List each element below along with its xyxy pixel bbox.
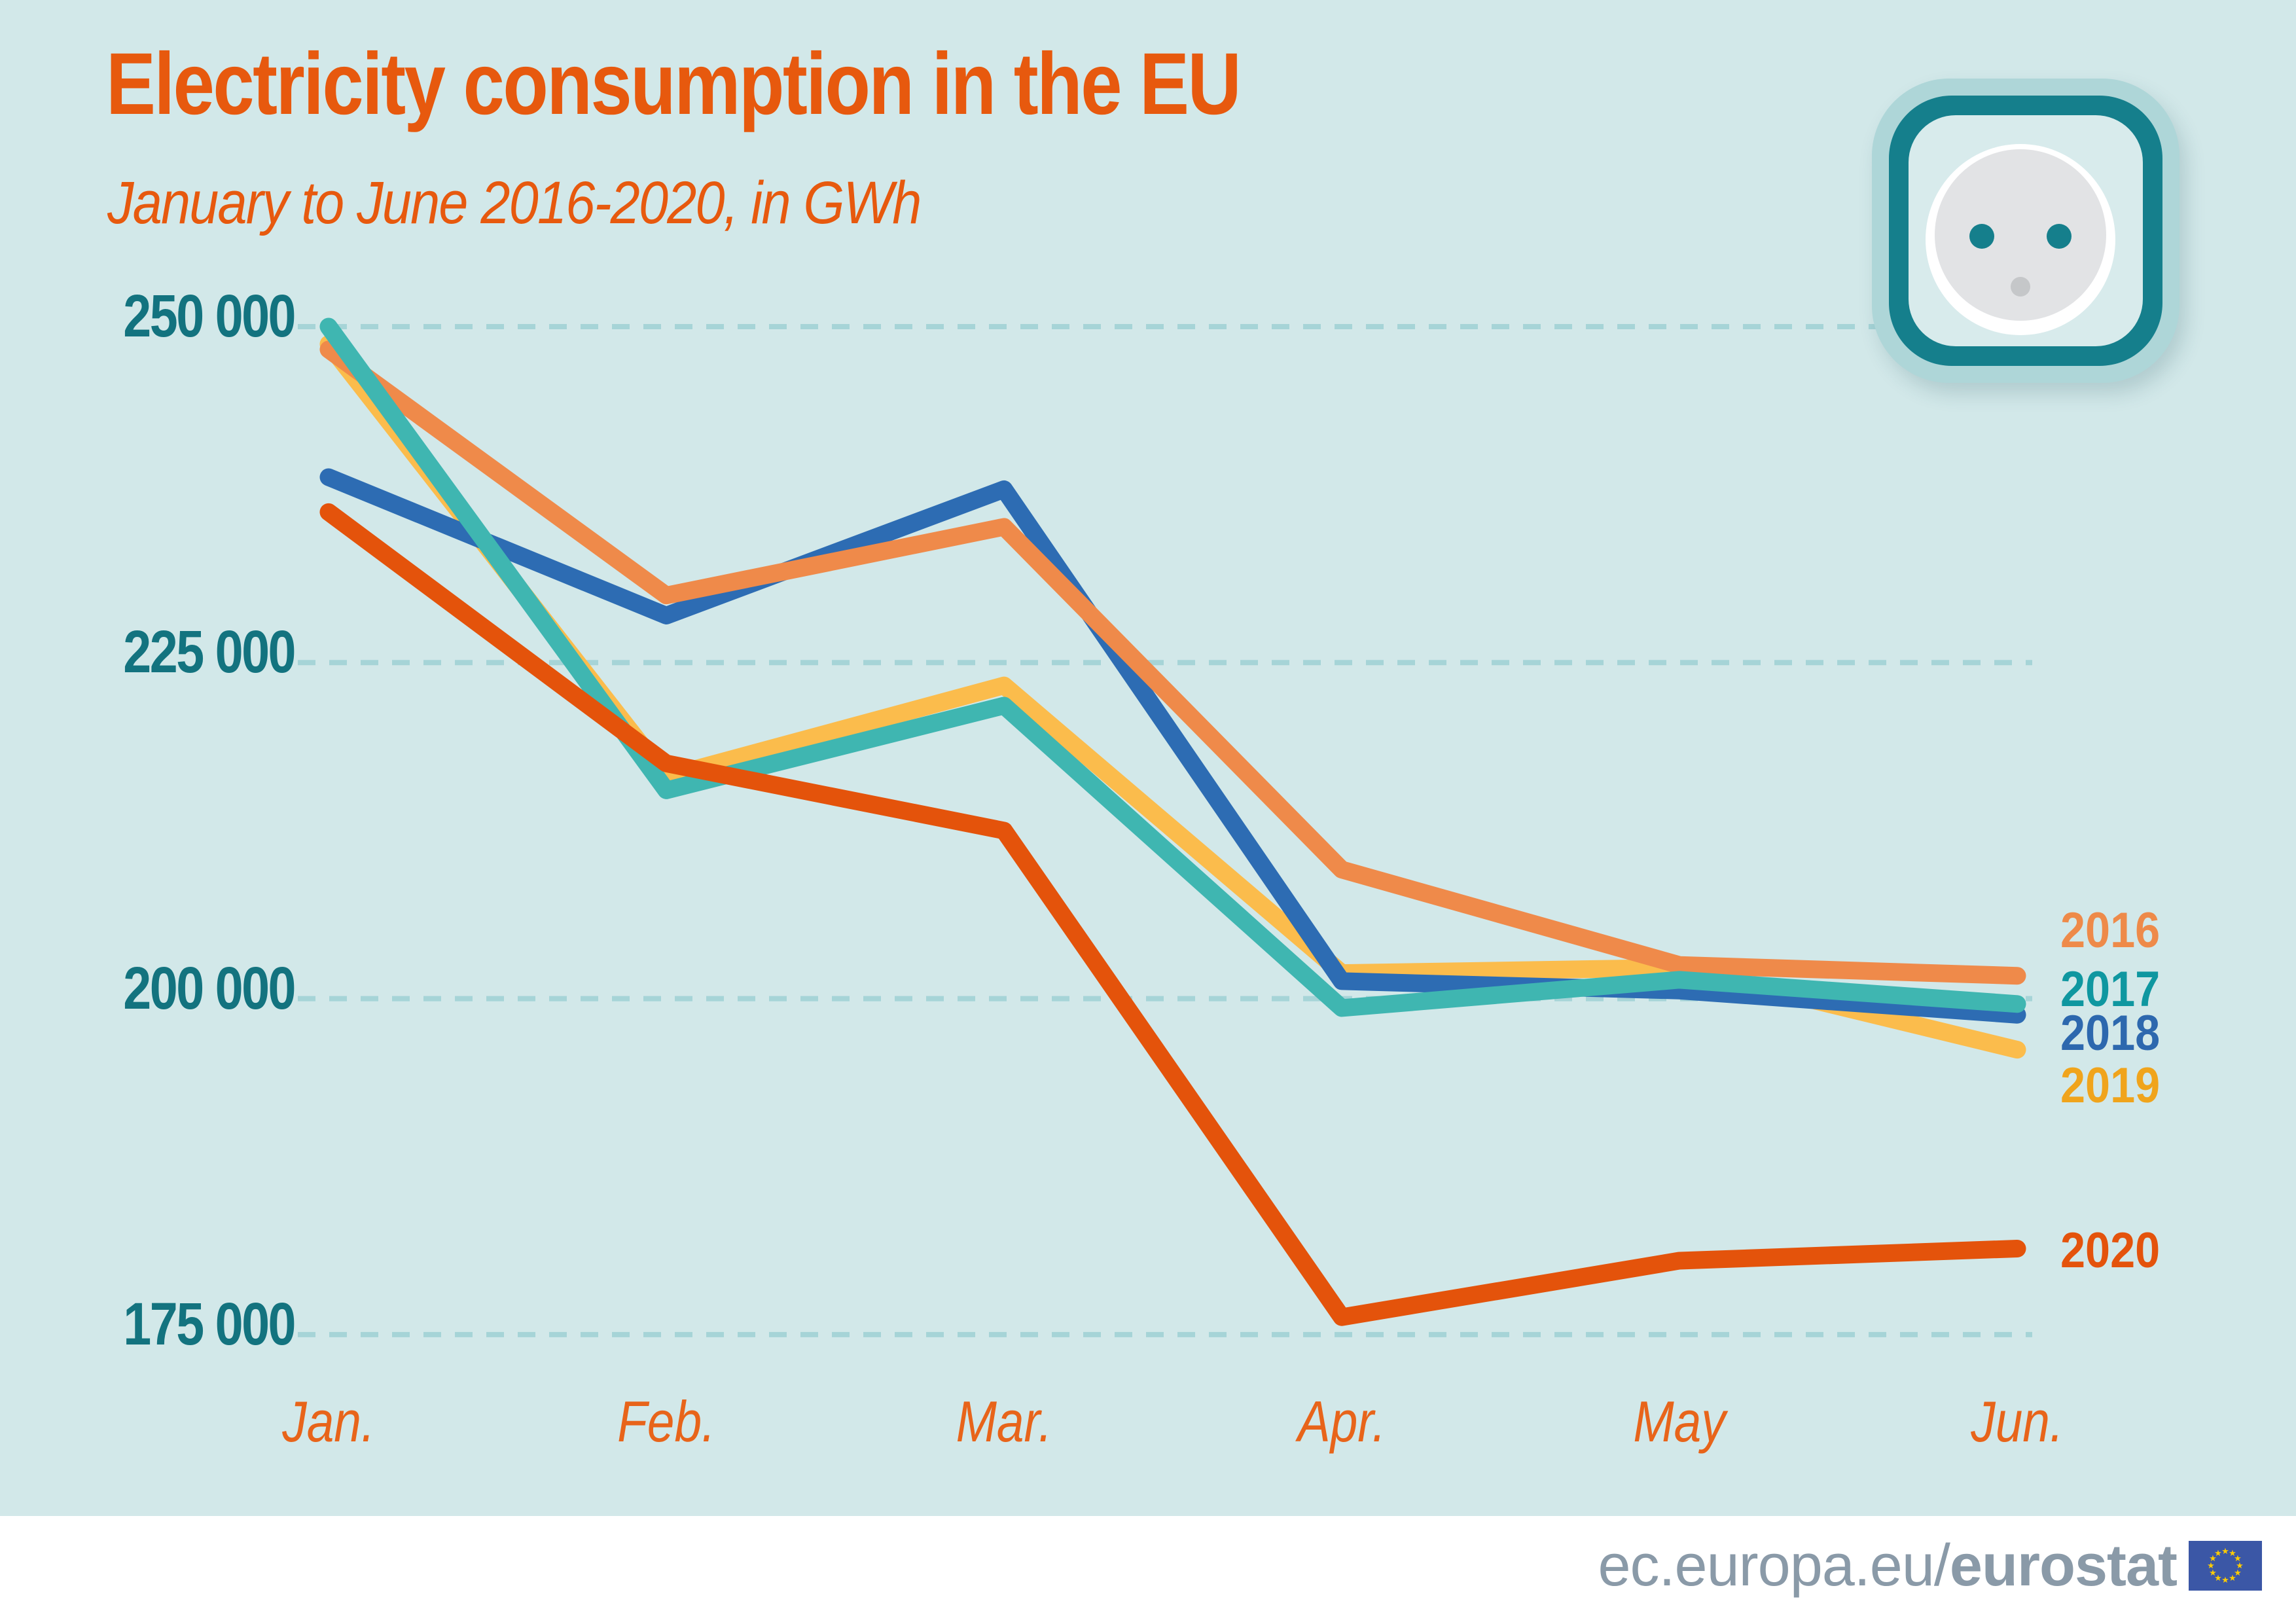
- url-bold-part: eurostat: [1949, 1532, 2178, 1598]
- legend-2020: 2020: [2060, 1223, 2161, 1278]
- page-title: Electricity consumption in the EU: [106, 35, 1242, 133]
- y-axis-tick-200000: 200 000: [123, 955, 296, 1022]
- svg-text:★: ★: [2234, 1554, 2242, 1564]
- svg-text:★: ★: [2236, 1561, 2244, 1571]
- power-socket-icon: [1872, 79, 2179, 383]
- x-axis-label-may: May: [1633, 1389, 1726, 1454]
- svg-text:★: ★: [2229, 1574, 2236, 1583]
- svg-text:★: ★: [2229, 1549, 2236, 1559]
- eu-flag-icon: ★ ★★ ★★★ ★★★ ★★★: [2189, 1541, 2262, 1591]
- svg-text:★: ★: [2214, 1574, 2222, 1583]
- x-axis-label-apr: Apr.: [1297, 1389, 1386, 1454]
- socket-pin-hole-bottom: [2011, 277, 2030, 297]
- series-line-2020: [319, 503, 2026, 1326]
- y-axis-tick-250000: 250 000: [123, 283, 296, 350]
- socket-pin-hole-left: [1969, 224, 1994, 249]
- x-axis-label-jan: Jan.: [282, 1389, 375, 1454]
- socket-pin-hole-right: [2047, 224, 2072, 249]
- eurostat-url: ec.europa.eu/eurostat: [1598, 1532, 2178, 1600]
- svg-text:★: ★: [2234, 1568, 2242, 1578]
- x-axis-label-jun: Jun.: [1971, 1389, 2064, 1454]
- series-line-2018: [319, 468, 2026, 1024]
- y-axis-tick-175000: 175 000: [123, 1291, 296, 1358]
- svg-text:★: ★: [2221, 1576, 2229, 1585]
- legend-2018: 2018: [2060, 1005, 2161, 1061]
- legend-2017: 2017: [2060, 962, 2161, 1017]
- legend-2016: 2016: [2060, 903, 2161, 958]
- footer: ec.europa.eu/eurostat ★ ★ ★ ★ ★ ★ ★ ★ ★ ★ ★ ★: [1598, 1526, 2262, 1605]
- x-axis-label-feb: Feb.: [617, 1389, 715, 1454]
- series-line-2017: [319, 317, 2026, 1017]
- legend-2019: 2019: [2060, 1058, 2161, 1113]
- series-line-2016: [319, 340, 2026, 985]
- page-subtitle: January to June 2016-2020, in GWh: [107, 170, 922, 236]
- x-axis-label-mar: Mar.: [956, 1389, 1052, 1454]
- y-axis-tick-225000: 225 000: [123, 619, 296, 685]
- svg-text:★: ★: [2221, 1547, 2229, 1557]
- svg-text:★: ★: [2207, 1561, 2215, 1571]
- svg-text:★: ★: [2214, 1549, 2222, 1559]
- svg-text:★: ★: [2209, 1568, 2217, 1578]
- svg-text:★: ★: [2209, 1554, 2217, 1564]
- url-regular-part: ec.europa.eu/: [1598, 1532, 1950, 1598]
